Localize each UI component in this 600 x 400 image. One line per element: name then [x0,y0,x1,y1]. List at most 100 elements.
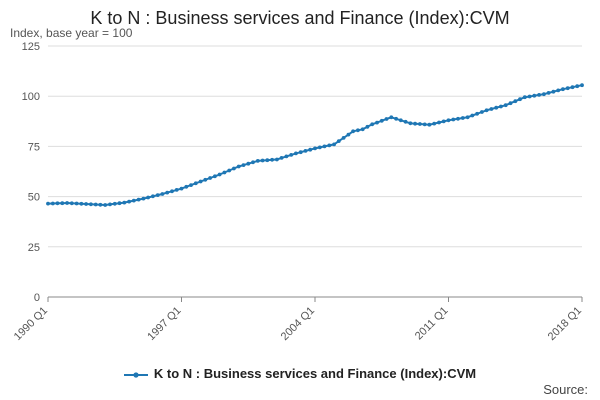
y-tick-label: 0 [34,292,40,304]
data-point [322,144,327,149]
data-point [365,124,370,129]
data-point [117,201,122,206]
data-point [46,201,50,206]
data-point [403,119,408,124]
data-point [65,201,69,205]
data-point [522,95,527,100]
data-point [79,201,84,206]
series-line [47,84,583,207]
data-point [203,177,208,182]
data-point [227,168,232,173]
grid-lines [48,45,582,298]
data-point [432,121,437,126]
data-point [537,93,541,97]
data-point [546,91,551,95]
data-point [189,183,193,188]
data-point [561,87,565,92]
data-point [513,99,518,104]
y-tick-label: 100 [22,91,40,103]
x-tick-label: 1990 Q1 [12,305,50,343]
data-point [275,157,279,162]
data-point [475,111,479,116]
data-point [103,203,108,207]
data-point [236,164,241,169]
data-point [489,107,494,111]
data-point [127,199,131,204]
data-point [108,202,112,207]
data-point [93,202,98,207]
y-tick-labels: 0 25 50 75 100 125 [22,41,40,304]
data-point [179,186,184,191]
data-point [303,149,308,153]
data-point [279,156,284,160]
x-tick-label: 1997 Q1 [145,305,183,343]
data-point [341,136,346,140]
x-tick-label: 2011 Q1 [413,305,451,343]
data-point [527,94,532,99]
data-point [551,89,556,94]
data-point [84,202,88,206]
data-point [241,163,246,168]
data-point [146,195,151,200]
data-point [570,85,575,90]
y-tick-label: 50 [28,192,40,204]
data-point [217,172,222,177]
data-point [270,157,274,162]
data-point [50,201,55,206]
data-point [155,193,160,198]
data-point [494,105,499,110]
data-point [294,151,298,156]
data-point [208,176,213,180]
data-point [346,132,351,137]
data-point [260,158,265,163]
data-point [193,181,198,186]
data-point [69,201,74,206]
data-point [484,108,489,113]
data-point [213,174,217,179]
data-point [384,117,389,121]
data-point [398,118,403,123]
data-point [499,104,503,109]
data-point [441,119,446,124]
x-tick-label: 2018 Q1 [546,305,584,343]
data-point [317,145,322,150]
data-point [451,117,456,122]
data-point [308,147,313,152]
data-point [503,103,508,108]
data-point [284,154,289,159]
data-point [170,189,174,194]
x-axis: 1990 Q1 1997 Q1 2004 Q1 2011 Q1 2018 Q1 [12,296,584,343]
data-point [508,101,513,106]
data-point [255,159,260,163]
data-point [289,153,294,157]
data-point [470,113,475,118]
data-point [565,86,570,91]
data-point [465,115,470,120]
x-tick-label: 2004 Q1 [279,305,317,343]
data-point [165,190,170,195]
source-label: Source: [543,382,588,397]
y-tick-label: 25 [28,242,40,254]
data-point [408,121,413,126]
data-point [542,92,546,97]
data-point [413,121,417,126]
data-point [74,201,79,206]
data-point [332,142,336,147]
data-point [351,129,355,134]
data-point [246,161,251,166]
data-point [184,184,189,189]
data-point [122,200,127,205]
data-point [556,88,561,93]
data-point [356,128,360,133]
data-point [313,146,317,151]
data-point [98,202,103,207]
data-point [160,192,165,196]
data-point [460,116,465,120]
data-point [394,116,398,121]
data-point [375,120,379,125]
data-point [389,115,394,120]
data-point [265,158,270,163]
data-point [518,97,522,102]
data-point [575,84,580,89]
